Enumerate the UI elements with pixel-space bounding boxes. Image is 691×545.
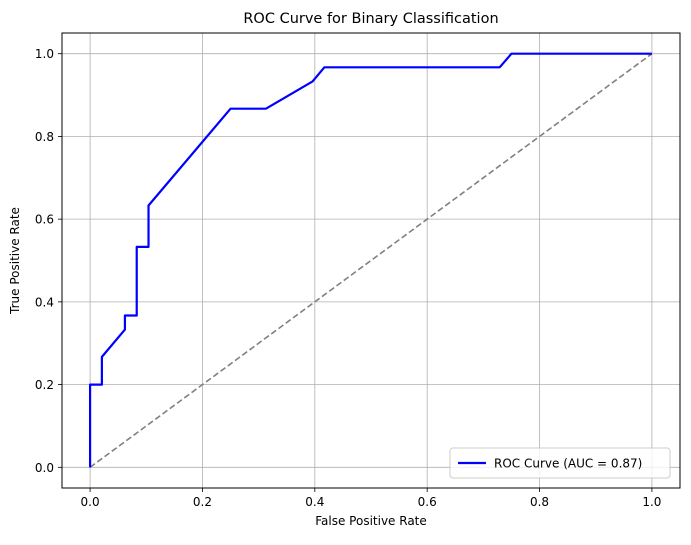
roc-curve-line	[88, 52, 652, 468]
y-axis-ticks: 0.0 0.2 0.4 0.6 0.8 1.0	[35, 47, 62, 475]
y-tick-label: 0.2	[35, 378, 54, 392]
x-tick-label: 1.0	[642, 495, 661, 509]
y-tick-label: 1.0	[35, 47, 54, 61]
chart-title: ROC Curve for Binary Classification	[243, 11, 498, 27]
x-tick-label: 0.0	[81, 495, 100, 509]
plot-frame	[61, 32, 681, 489]
x-tick-label: 0.6	[418, 495, 437, 509]
x-axis-label: False Positive Rate	[315, 514, 427, 528]
x-axis-ticks: 0.0 0.2 0.4 0.6 0.8 1.0	[81, 488, 661, 509]
x-tick-label: 0.2	[193, 495, 212, 509]
y-tick-label: 0.0	[35, 461, 54, 475]
y-tick-label: 0.4	[35, 295, 54, 309]
legend-box	[449, 447, 671, 479]
chance-diagonal-line	[89, 53, 653, 468]
y-axis-label: True Positive Rate	[8, 207, 22, 315]
legend: ROC Curve (AUC = 0.87)	[449, 447, 671, 479]
x-tick-label: 0.8	[530, 495, 549, 509]
y-tick-label: 0.8	[35, 130, 54, 144]
x-tick-label: 0.4	[305, 495, 324, 509]
y-tick-label: 0.6	[35, 213, 54, 227]
series-lines	[88, 52, 653, 468]
grid-lines	[62, 33, 680, 488]
legend-label-roc: ROC Curve (AUC = 0.87)	[494, 457, 642, 471]
